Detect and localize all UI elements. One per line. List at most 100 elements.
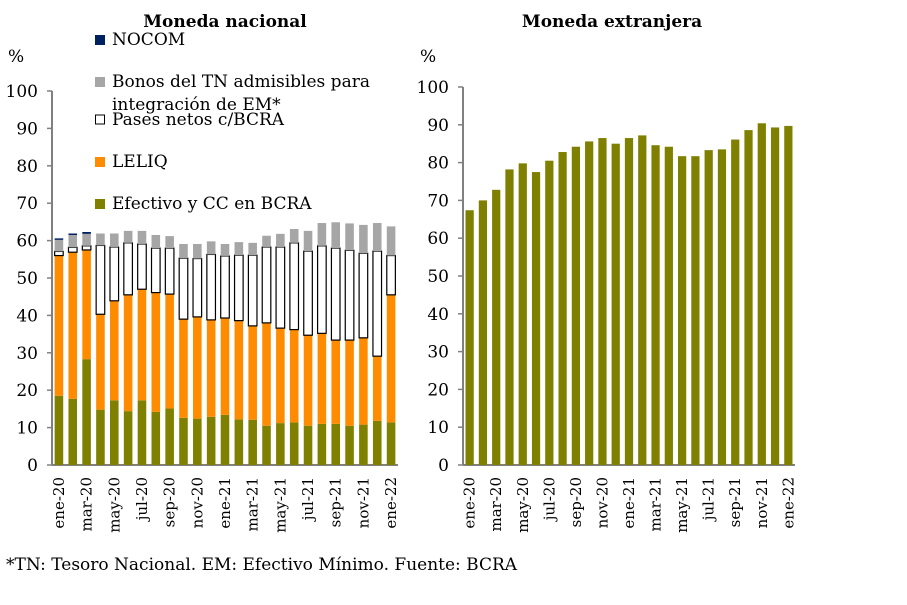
bar-efectivo-y-cc-en-bcra (359, 424, 368, 465)
bar-efectivo-y-cc-en-bcra (248, 419, 257, 465)
bar-efectivo-y-cc-en-bcra (717, 149, 727, 465)
bar-efectivo-y-cc-en-bcra (704, 150, 713, 465)
bar-bonos-del-tn-admisibles-para-integraci-n-de-em (289, 229, 299, 243)
bar-efectivo-y-cc-en-bcra (289, 422, 299, 465)
bar-pases-netos-c-bcra (54, 250, 64, 257)
y-tick-label: 30 (16, 344, 38, 364)
x-tick-label: ene-20 (50, 477, 68, 529)
bar-bonos-del-tn-admisibles-para-integraci-n-de-em (68, 234, 78, 248)
x-tick-label: sep-21 (726, 477, 744, 527)
bar-bonos-del-tn-admisibles-para-integraci-n-de-em (234, 242, 244, 256)
bar-leliq (386, 294, 396, 423)
bar-leliq (68, 252, 78, 399)
bar-bonos-del-tn-admisibles-para-integraci-n-de-em (248, 242, 257, 256)
bar-leliq (96, 314, 105, 410)
y-tick-label: 10 (16, 419, 38, 439)
bar-leliq (54, 255, 64, 396)
x-tick-label: may-20 (105, 477, 123, 533)
bar-efectivo-y-cc-en-bcra (731, 139, 740, 466)
right-plot-area: 0 10 20 30 40 50 60 70 80 90 100 ene-20 mar-20 may-20… (417, 78, 798, 533)
bar-leliq (317, 333, 327, 424)
bar-nocom (82, 231, 91, 234)
bar-bonos-del-tn-admisibles-para-integraci-n-de-em (359, 224, 368, 254)
bar-efectivo-y-cc-en-bcra (276, 423, 285, 465)
y-tick-label: 100 (417, 78, 449, 98)
bar-leliq (179, 319, 188, 418)
y-tick-label: 10 (427, 418, 449, 438)
bar-leliq (289, 329, 299, 423)
bar-efectivo-y-cc-en-bcra (386, 422, 396, 465)
bar-pases-netos-c-bcra (386, 254, 396, 296)
bar-efectivo-y-cc-en-bcra (478, 200, 488, 465)
bar-leliq (345, 340, 354, 426)
legend-swatch (95, 199, 105, 209)
legend-label: Pases netos c/BCRA (112, 110, 285, 130)
bar-efectivo-y-cc-en-bcra (317, 423, 327, 465)
bar-pases-netos-c-bcra (192, 257, 203, 318)
bar-pases-netos-c-bcra (372, 250, 383, 357)
bar-efectivo-y-cc-en-bcra (465, 210, 474, 465)
bar-pases-netos-c-bcra (261, 246, 272, 324)
x-tick-label: ene-22 (382, 477, 400, 529)
left-y-unit: % (8, 47, 24, 67)
y-tick-label: 80 (16, 157, 38, 177)
y-tick-label: 50 (16, 269, 38, 289)
bar-efectivo-y-cc-en-bcra (624, 138, 634, 465)
bar-efectivo-y-cc-en-bcra (82, 359, 91, 465)
y-tick-label: 40 (16, 306, 38, 326)
x-tick-label: jul-20 (133, 477, 151, 522)
bar-leliq (82, 249, 91, 360)
x-tick-label: sep-20 (567, 477, 585, 527)
bar-bonos-del-tn-admisibles-para-integraci-n-de-em (82, 233, 91, 246)
x-tick-label: nov-20 (188, 477, 206, 528)
bar-leliq (303, 335, 313, 426)
x-tick-label: mar-20 (487, 477, 505, 532)
bar-pases-netos-c-bcra (81, 245, 92, 251)
x-tick-label: ene-21 (216, 477, 234, 529)
bar-efectivo-y-cc-en-bcra (109, 400, 119, 465)
bar-leliq (372, 356, 382, 421)
legend-label: NOCOM (112, 30, 185, 50)
bar-leliq (262, 322, 271, 426)
bar-efectivo-y-cc-en-bcra (571, 146, 580, 465)
legend-label: LELIQ (112, 152, 168, 172)
bar-efectivo-y-cc-en-bcra (262, 425, 271, 465)
bar-nocom (68, 233, 78, 235)
footnote: *TN: Tesoro Nacional. EM: Efectivo Mínim… (6, 555, 518, 575)
x-tick-label: nov-21 (354, 477, 372, 528)
bar-leliq (359, 337, 368, 425)
x-tick-label: mar-21 (244, 477, 262, 532)
bar-efectivo-y-cc-en-bcra (331, 423, 341, 465)
bar-leliq (276, 328, 285, 424)
bar-bonos-del-tn-admisibles-para-integraci-n-de-em (303, 230, 313, 252)
bar-bonos-del-tn-admisibles-para-integraci-n-de-em (276, 233, 285, 247)
y-tick-label: 70 (427, 191, 449, 211)
x-tick-label: ene-22 (779, 477, 797, 529)
bar-bonos-del-tn-admisibles-para-integraci-n-de-em (206, 241, 216, 255)
x-tick-label: sep-21 (327, 477, 345, 527)
y-tick-label: 80 (427, 154, 449, 174)
y-tick-label: 0 (27, 456, 38, 476)
bar-bonos-del-tn-admisibles-para-integraci-n-de-em (345, 223, 354, 251)
bar-pases-netos-c-bcra (206, 253, 217, 321)
x-tick-label: jul-21 (299, 477, 317, 522)
bar-efectivo-y-cc-en-bcra (123, 411, 133, 465)
right-chart-title: Moneda extranjera (522, 12, 702, 32)
bar-pases-netos-c-bcra (220, 255, 230, 319)
bar-bonos-del-tn-admisibles-para-integraci-n-de-em (151, 234, 161, 249)
legend-swatch (95, 157, 105, 167)
bar-efectivo-y-cc-en-bcra (372, 420, 382, 465)
bar-pases-netos-c-bcra (150, 247, 161, 294)
left-chart-title: Moneda nacional (143, 12, 307, 32)
bar-leliq (206, 319, 216, 417)
y-tick-label: 0 (438, 456, 449, 476)
bar-efectivo-y-cc-en-bcra (492, 189, 501, 466)
bar-efectivo-y-cc-en-bcra (651, 145, 660, 465)
bar-efectivo-y-cc-en-bcra (757, 123, 766, 466)
x-tick-label: sep-20 (161, 477, 179, 527)
bar-bonos-del-tn-admisibles-para-integraci-n-de-em (372, 223, 382, 252)
bar-pases-netos-c-bcra (67, 246, 78, 253)
legend-swatch (95, 77, 105, 87)
bar-pases-netos-c-bcra (303, 250, 313, 336)
bar-efectivo-y-cc-en-bcra (54, 395, 64, 465)
